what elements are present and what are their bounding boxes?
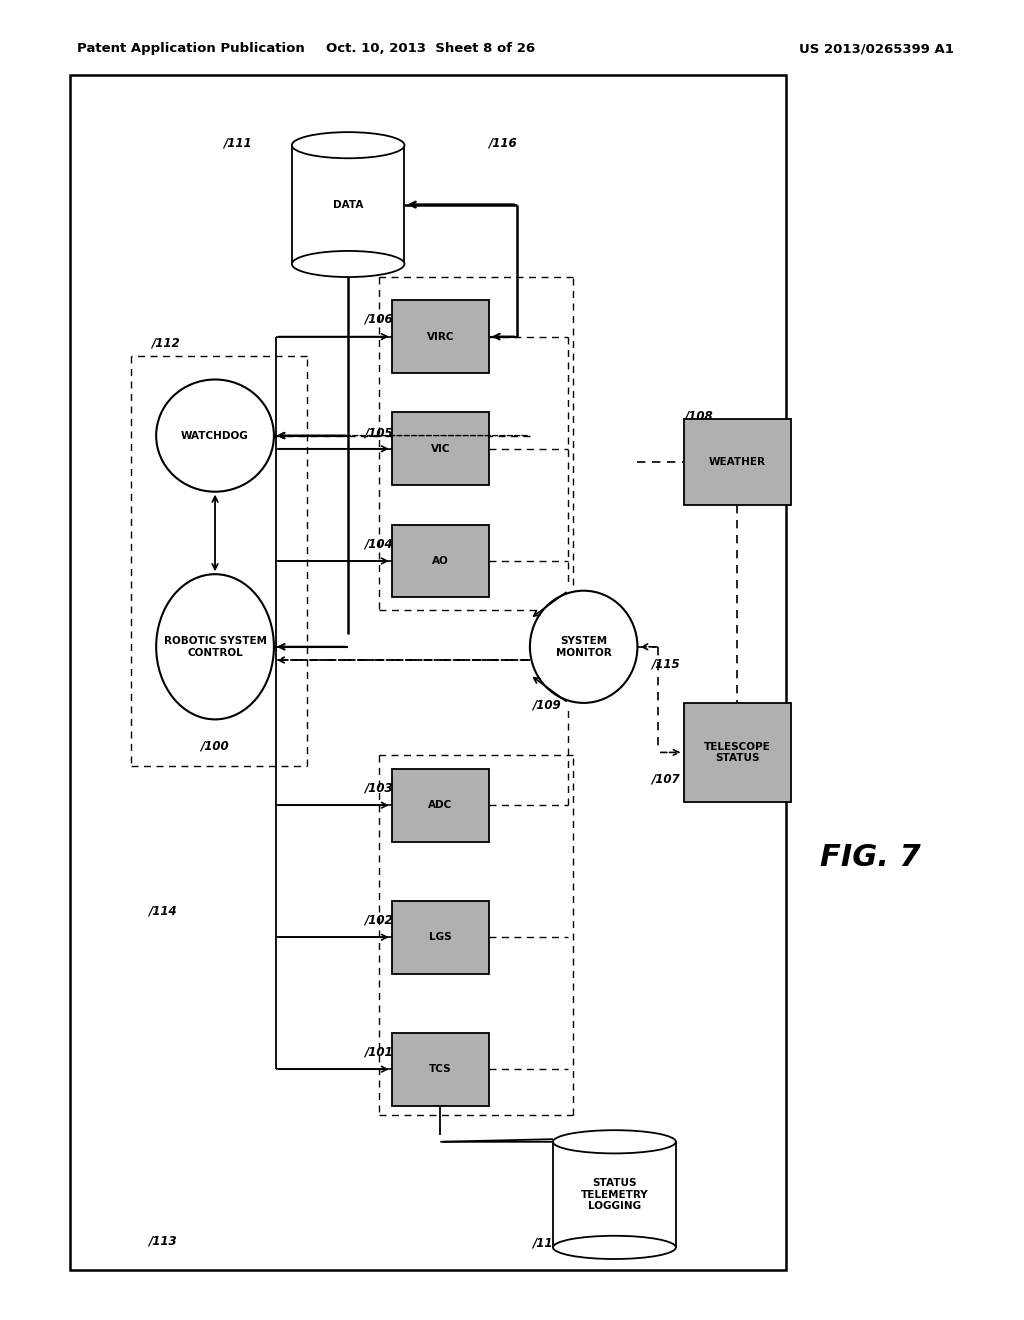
Text: /113: /113	[148, 1234, 177, 1247]
Text: /116: /116	[488, 136, 517, 149]
Text: /103: /103	[365, 781, 393, 795]
Text: SYSTEM
MONITOR: SYSTEM MONITOR	[556, 636, 611, 657]
Text: DATA: DATA	[333, 199, 364, 210]
Text: /111: /111	[223, 136, 252, 149]
FancyBboxPatch shape	[553, 1142, 676, 1247]
Text: ROBOTIC SYSTEM
CONTROL: ROBOTIC SYSTEM CONTROL	[164, 636, 266, 657]
Text: WEATHER: WEATHER	[709, 457, 766, 467]
FancyBboxPatch shape	[391, 768, 489, 842]
Text: Oct. 10, 2013  Sheet 8 of 26: Oct. 10, 2013 Sheet 8 of 26	[326, 42, 535, 55]
Text: STATUS
TELEMETRY
LOGGING: STATUS TELEMETRY LOGGING	[581, 1177, 648, 1212]
Text: US 2013/0265399 A1: US 2013/0265399 A1	[799, 42, 953, 55]
Text: TCS: TCS	[429, 1064, 452, 1074]
Text: AO: AO	[432, 556, 449, 566]
Ellipse shape	[156, 379, 274, 491]
Text: ADC: ADC	[428, 800, 453, 810]
Ellipse shape	[553, 1236, 676, 1259]
Ellipse shape	[292, 132, 404, 158]
Text: /100: /100	[200, 739, 228, 752]
Text: Patent Application Publication: Patent Application Publication	[77, 42, 304, 55]
FancyBboxPatch shape	[391, 300, 489, 372]
Ellipse shape	[292, 251, 404, 277]
Text: FIG. 7: FIG. 7	[820, 843, 921, 873]
Ellipse shape	[156, 574, 274, 719]
FancyBboxPatch shape	[684, 702, 791, 801]
Text: /102: /102	[365, 913, 393, 927]
Text: /109: /109	[532, 698, 561, 711]
Text: TELESCOPE
STATUS: TELESCOPE STATUS	[703, 742, 771, 763]
Text: /110: /110	[532, 1237, 561, 1250]
Text: /114: /114	[148, 904, 177, 917]
Text: /112: /112	[152, 337, 180, 350]
Text: /105: /105	[365, 426, 393, 440]
Text: WATCHDOG: WATCHDOG	[181, 430, 249, 441]
Text: /101: /101	[365, 1045, 393, 1059]
FancyBboxPatch shape	[391, 1032, 489, 1106]
Ellipse shape	[530, 590, 637, 702]
Text: /106: /106	[365, 313, 393, 326]
Text: /115: /115	[651, 657, 680, 671]
Ellipse shape	[553, 1130, 676, 1154]
FancyBboxPatch shape	[684, 418, 791, 504]
FancyBboxPatch shape	[292, 145, 404, 264]
Text: /107: /107	[651, 772, 680, 785]
FancyBboxPatch shape	[391, 412, 489, 484]
Text: VIC: VIC	[430, 444, 451, 454]
FancyBboxPatch shape	[391, 902, 489, 974]
FancyBboxPatch shape	[391, 524, 489, 597]
Text: VIRC: VIRC	[427, 331, 454, 342]
Text: /108: /108	[684, 409, 713, 422]
Text: /104: /104	[365, 537, 393, 550]
FancyBboxPatch shape	[70, 75, 786, 1270]
Text: LGS: LGS	[429, 932, 452, 942]
